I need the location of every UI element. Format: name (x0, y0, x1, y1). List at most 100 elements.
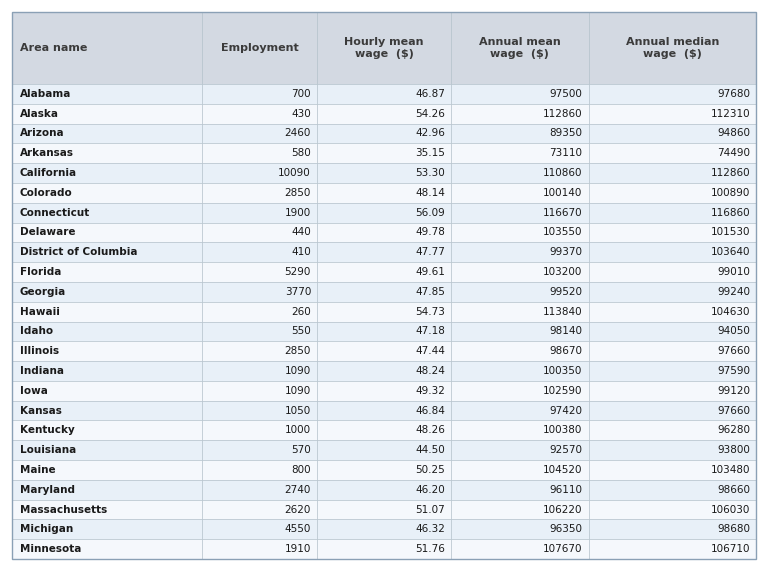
Bar (12, 163, 202, 183)
Text: 48.26: 48.26 (415, 425, 445, 435)
Text: Alabama: Alabama (20, 89, 71, 99)
Text: 440: 440 (291, 227, 311, 238)
Text: 54.73: 54.73 (415, 307, 445, 316)
Text: 2850: 2850 (285, 346, 311, 356)
Bar (588, 302, 756, 321)
Text: 44.50: 44.50 (415, 445, 445, 455)
Bar (588, 519, 756, 539)
Text: Massachusetts: Massachusetts (20, 505, 108, 514)
Bar (451, 163, 588, 183)
Bar (451, 124, 588, 143)
Bar (202, 183, 317, 203)
Bar (588, 163, 756, 183)
Text: 2620: 2620 (285, 505, 311, 514)
Text: 98670: 98670 (550, 346, 583, 356)
Text: Michigan: Michigan (20, 524, 73, 534)
Bar (12, 401, 202, 421)
Text: Indiana: Indiana (20, 366, 64, 376)
Bar (588, 104, 756, 124)
Bar (588, 539, 756, 559)
Text: 97500: 97500 (550, 89, 583, 99)
Text: 550: 550 (291, 327, 311, 336)
Bar (12, 440, 202, 460)
Bar (451, 84, 588, 104)
Text: 100140: 100140 (543, 188, 583, 198)
Text: 35.15: 35.15 (415, 149, 445, 158)
Bar (202, 124, 317, 143)
Bar (317, 500, 451, 519)
Bar (202, 222, 317, 242)
Bar (317, 222, 451, 242)
Text: 97680: 97680 (717, 89, 750, 99)
Text: 51.76: 51.76 (415, 544, 445, 554)
Bar (588, 361, 756, 381)
Text: 50.25: 50.25 (415, 465, 445, 475)
Bar (588, 143, 756, 163)
Text: 100380: 100380 (543, 425, 583, 435)
Bar (12, 460, 202, 480)
Bar (317, 381, 451, 401)
Text: 113840: 113840 (543, 307, 583, 316)
Text: 102590: 102590 (543, 386, 583, 396)
Text: 97660: 97660 (717, 405, 750, 416)
Text: 103480: 103480 (710, 465, 750, 475)
Text: 93800: 93800 (717, 445, 750, 455)
Bar (317, 262, 451, 282)
Text: Kentucky: Kentucky (20, 425, 74, 435)
Bar (202, 321, 317, 341)
Bar (202, 242, 317, 262)
Text: 96280: 96280 (717, 425, 750, 435)
Text: 42.96: 42.96 (415, 129, 445, 138)
Text: 46.32: 46.32 (415, 524, 445, 534)
Bar (317, 302, 451, 321)
Text: 107670: 107670 (543, 544, 583, 554)
Bar (588, 321, 756, 341)
Text: 112860: 112860 (710, 168, 750, 178)
Text: 103550: 103550 (543, 227, 583, 238)
Text: 89350: 89350 (550, 129, 583, 138)
Text: 104630: 104630 (710, 307, 750, 316)
Text: 54.26: 54.26 (415, 109, 445, 119)
Bar (317, 539, 451, 559)
Bar (451, 480, 588, 500)
Text: Employment: Employment (220, 43, 298, 53)
Bar (451, 440, 588, 460)
Text: 46.84: 46.84 (415, 405, 445, 416)
Bar (451, 421, 588, 440)
Bar (12, 242, 202, 262)
Text: Idaho: Idaho (20, 327, 53, 336)
Text: 100350: 100350 (543, 366, 583, 376)
Bar (588, 381, 756, 401)
Bar (12, 500, 202, 519)
Bar (202, 440, 317, 460)
Text: Arizona: Arizona (20, 129, 65, 138)
Text: Annual median
wage  ($): Annual median wage ($) (626, 37, 719, 59)
Bar (317, 361, 451, 381)
Text: 98660: 98660 (717, 485, 750, 495)
Text: 49.78: 49.78 (415, 227, 445, 238)
Bar (588, 440, 756, 460)
Text: 112860: 112860 (543, 109, 583, 119)
Bar (317, 519, 451, 539)
Bar (317, 440, 451, 460)
Text: 46.87: 46.87 (415, 89, 445, 99)
Bar (588, 421, 756, 440)
Text: 99240: 99240 (717, 287, 750, 297)
Text: 10090: 10090 (278, 168, 311, 178)
Bar (451, 143, 588, 163)
Bar (317, 163, 451, 183)
Bar (12, 302, 202, 321)
Bar (317, 321, 451, 341)
Text: 97420: 97420 (550, 405, 583, 416)
Bar (588, 203, 756, 222)
Text: 800: 800 (291, 465, 311, 475)
Bar (202, 143, 317, 163)
Bar (202, 539, 317, 559)
Text: 56.09: 56.09 (415, 208, 445, 218)
Bar (12, 84, 202, 104)
Text: Connecticut: Connecticut (20, 208, 91, 218)
Text: 49.61: 49.61 (415, 267, 445, 277)
Bar (451, 321, 588, 341)
Bar (588, 84, 756, 104)
Text: 74490: 74490 (717, 149, 750, 158)
